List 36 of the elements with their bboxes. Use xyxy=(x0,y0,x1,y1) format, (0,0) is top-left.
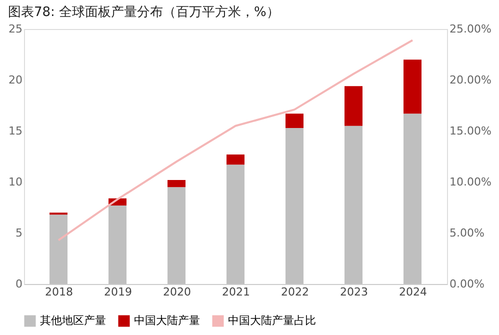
y-tick-label: 10 xyxy=(8,176,22,188)
x-tick-label: 2024 xyxy=(399,286,427,298)
y-tick-label: 0 xyxy=(16,278,22,290)
bar xyxy=(168,180,186,188)
bar xyxy=(226,154,244,165)
x-tick-label: 2021 xyxy=(222,286,250,298)
x-tick-label: 2019 xyxy=(104,286,132,298)
legend-label: 其他地区产量 xyxy=(40,314,106,327)
bar xyxy=(226,164,244,284)
bar xyxy=(286,128,304,284)
y-tick-label: 5 xyxy=(16,226,22,240)
chart-title: 图表78: 全球面板产量分布（百万平方米，%） xyxy=(8,4,280,20)
bar xyxy=(404,114,422,284)
y2-tick-label: 0.00% xyxy=(450,278,484,290)
bar xyxy=(286,114,304,128)
bar xyxy=(168,187,186,284)
y2-tick-label: 25.00% xyxy=(450,22,492,36)
x-tick-label: 2023 xyxy=(340,286,368,298)
line-series xyxy=(58,39,414,242)
legend-label: 中国大陆产量占比 xyxy=(228,314,316,327)
bar xyxy=(344,126,362,284)
bar xyxy=(404,60,422,114)
y-tick-label: 25 xyxy=(8,22,22,36)
y2-tick-label: 5.00% xyxy=(450,226,484,240)
x-tick-label: 2018 xyxy=(45,286,73,298)
legend-label: 中国大陆产量 xyxy=(134,314,200,327)
y-tick-label: 20 xyxy=(8,74,22,86)
y2-tick-label: 20.00% xyxy=(450,74,492,86)
x-tick-label: 2020 xyxy=(163,286,191,298)
y-tick-label: 15 xyxy=(8,124,22,138)
bar xyxy=(50,214,68,284)
x-tick-label: 2022 xyxy=(281,286,309,298)
y2-tick-label: 10.00% xyxy=(450,176,492,188)
bar xyxy=(108,205,126,284)
y2-tick-label: 15.00% xyxy=(450,124,492,138)
bar xyxy=(344,86,362,126)
